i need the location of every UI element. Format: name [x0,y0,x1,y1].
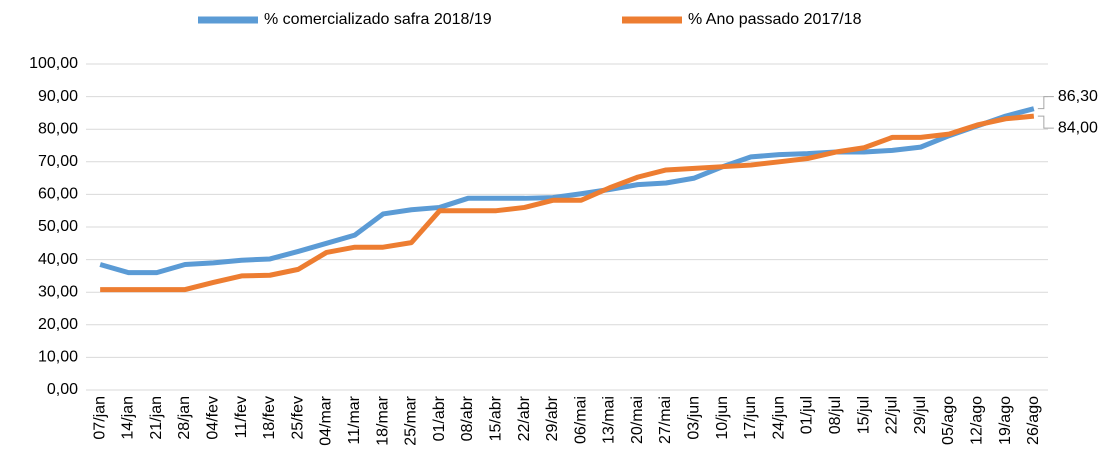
x-tick-label: 11/fev [233,396,250,438]
y-tick-label: 50,00 [38,218,78,235]
series-line [100,113,1035,293]
x-tick-label: 05/ago [940,396,957,445]
x-tick-label: 20/mai [629,396,646,444]
x-tick-label: 08/abr [459,395,476,441]
x-tick-label: 12/ago [968,396,985,445]
x-tick-label: 27/mai [657,396,674,444]
y-tick-label: 40,00 [38,251,78,268]
y-tick-label: 20,00 [38,316,78,333]
x-tick-label: 28/jan [176,396,193,440]
x-tick-label: 29/abr [544,395,561,441]
series-line [99,106,1035,276]
x-tick-label: 06/mai [572,396,589,444]
x-tick-label: 25/fev [289,396,306,440]
x-tick-label: 07/jan [91,396,108,440]
x-tick-label: 25/mar [403,395,420,445]
x-tick-label: 17/jun [742,396,759,440]
x-tick-label: 24/jun [770,396,787,440]
y-tick-label: 90,00 [38,88,78,105]
legend-label: % comercializado safra 2018/19 [264,11,492,28]
x-tick-label: 15/abr [487,395,504,441]
y-tick-label: 60,00 [38,186,78,203]
leader-line [1037,115,1054,129]
x-tick-label: 22/abr [516,395,533,441]
x-tick-label: 18/mar [374,395,391,445]
data-label: 86,30 [1058,88,1098,105]
x-tick-label: 10/jun [714,396,731,440]
data-label: 84,00 [1058,119,1098,136]
x-tick-label: 15/jul [855,396,872,434]
x-tick-label: 11/mar [346,395,363,444]
y-tick-label: 80,00 [38,120,78,137]
x-tick-label: 19/ago [997,396,1014,445]
x-tick-label: 03/jun [686,396,703,440]
x-tick-label: 18/fev [261,396,278,440]
x-tick-label: 26/ago [1025,396,1042,445]
y-tick-label: 100,00 [29,55,78,72]
x-tick-label: 29/jul [912,396,929,434]
y-tick-label: 10,00 [38,349,78,366]
x-tick-label: 04/mar [318,395,335,445]
x-tick-label: 13/mai [601,396,618,444]
x-tick-label: 01/abr [431,395,448,441]
y-tick-label: 0,00 [47,381,78,398]
y-tick-label: 70,00 [38,153,78,170]
x-tick-label: 08/jul [827,396,844,434]
leader-line [1037,96,1054,110]
y-tick-label: 30,00 [38,283,78,300]
legend-label: % Ano passado 2017/18 [688,11,862,28]
x-tick-label: 21/jan [148,396,165,440]
x-tick-label: 22/jul [884,396,901,434]
x-tick-label: 14/jan [120,396,137,440]
x-tick-label: 04/fev [205,396,222,440]
x-tick-label: 01/jul [799,396,816,434]
